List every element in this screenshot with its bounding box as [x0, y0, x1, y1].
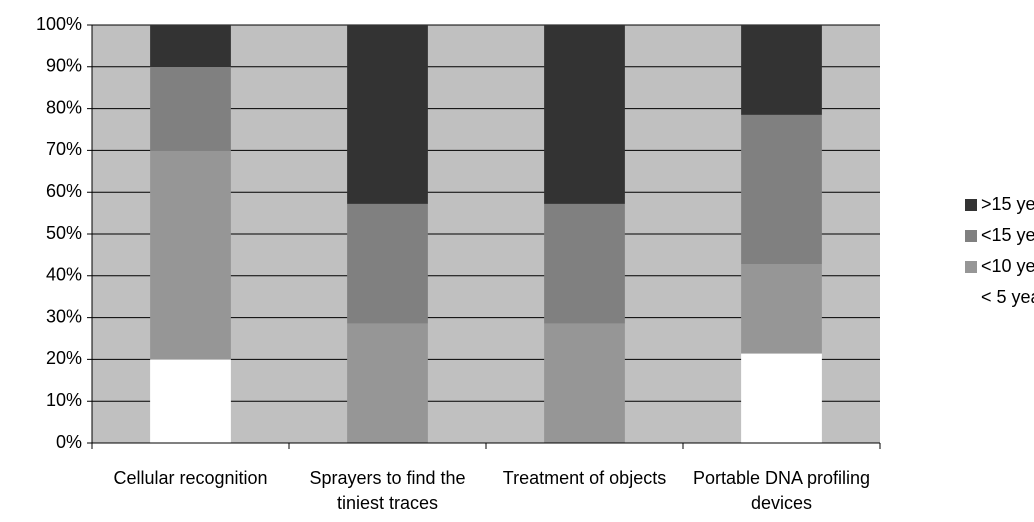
y-tick-label: 0%: [56, 432, 82, 452]
legend-label: < 5 year: [981, 287, 1034, 307]
x-tick-label: Sprayers to find the tiniest traces: [309, 468, 466, 513]
bar-segment: [150, 66, 231, 151]
legend-label: >15 year: [981, 194, 1034, 214]
bar-segment: [347, 323, 428, 443]
bar-segment: [741, 264, 822, 354]
y-tick-label: 100%: [36, 14, 82, 34]
bar-segment: [347, 25, 428, 204]
y-tick-label: 90%: [46, 56, 82, 76]
legend-swatch: [965, 199, 977, 211]
y-tick-label: 70%: [46, 139, 82, 159]
bar-segment: [150, 25, 231, 67]
bar-segment: [347, 203, 428, 324]
bar-segment: [741, 25, 822, 115]
x-tick-label: Treatment of objects: [502, 468, 667, 488]
y-tick-label: 60%: [46, 181, 82, 201]
y-tick-label: 40%: [46, 265, 82, 285]
bar-segment: [741, 353, 822, 443]
bar-segment: [741, 114, 822, 265]
legend-label: <15 year: [981, 225, 1034, 245]
bar-segment: [544, 323, 625, 443]
x-tick-label: Cellular recognition: [113, 468, 268, 488]
bar-segment: [544, 203, 625, 324]
bar-segment: [544, 25, 625, 204]
bar-segment: [150, 359, 231, 443]
y-tick-label: 50%: [46, 223, 82, 243]
legend-swatch: [965, 230, 977, 242]
y-tick-label: 20%: [46, 348, 82, 368]
legend-swatch: [965, 261, 977, 273]
x-tick-label: Portable DNA profiling devices: [692, 468, 871, 513]
y-tick-label: 80%: [46, 97, 82, 117]
bar-segment: [150, 150, 231, 360]
y-tick-label: 10%: [46, 390, 82, 410]
legend-swatch: [965, 292, 977, 304]
legend-label: <10 year: [981, 256, 1034, 276]
y-tick-label: 30%: [46, 306, 82, 326]
